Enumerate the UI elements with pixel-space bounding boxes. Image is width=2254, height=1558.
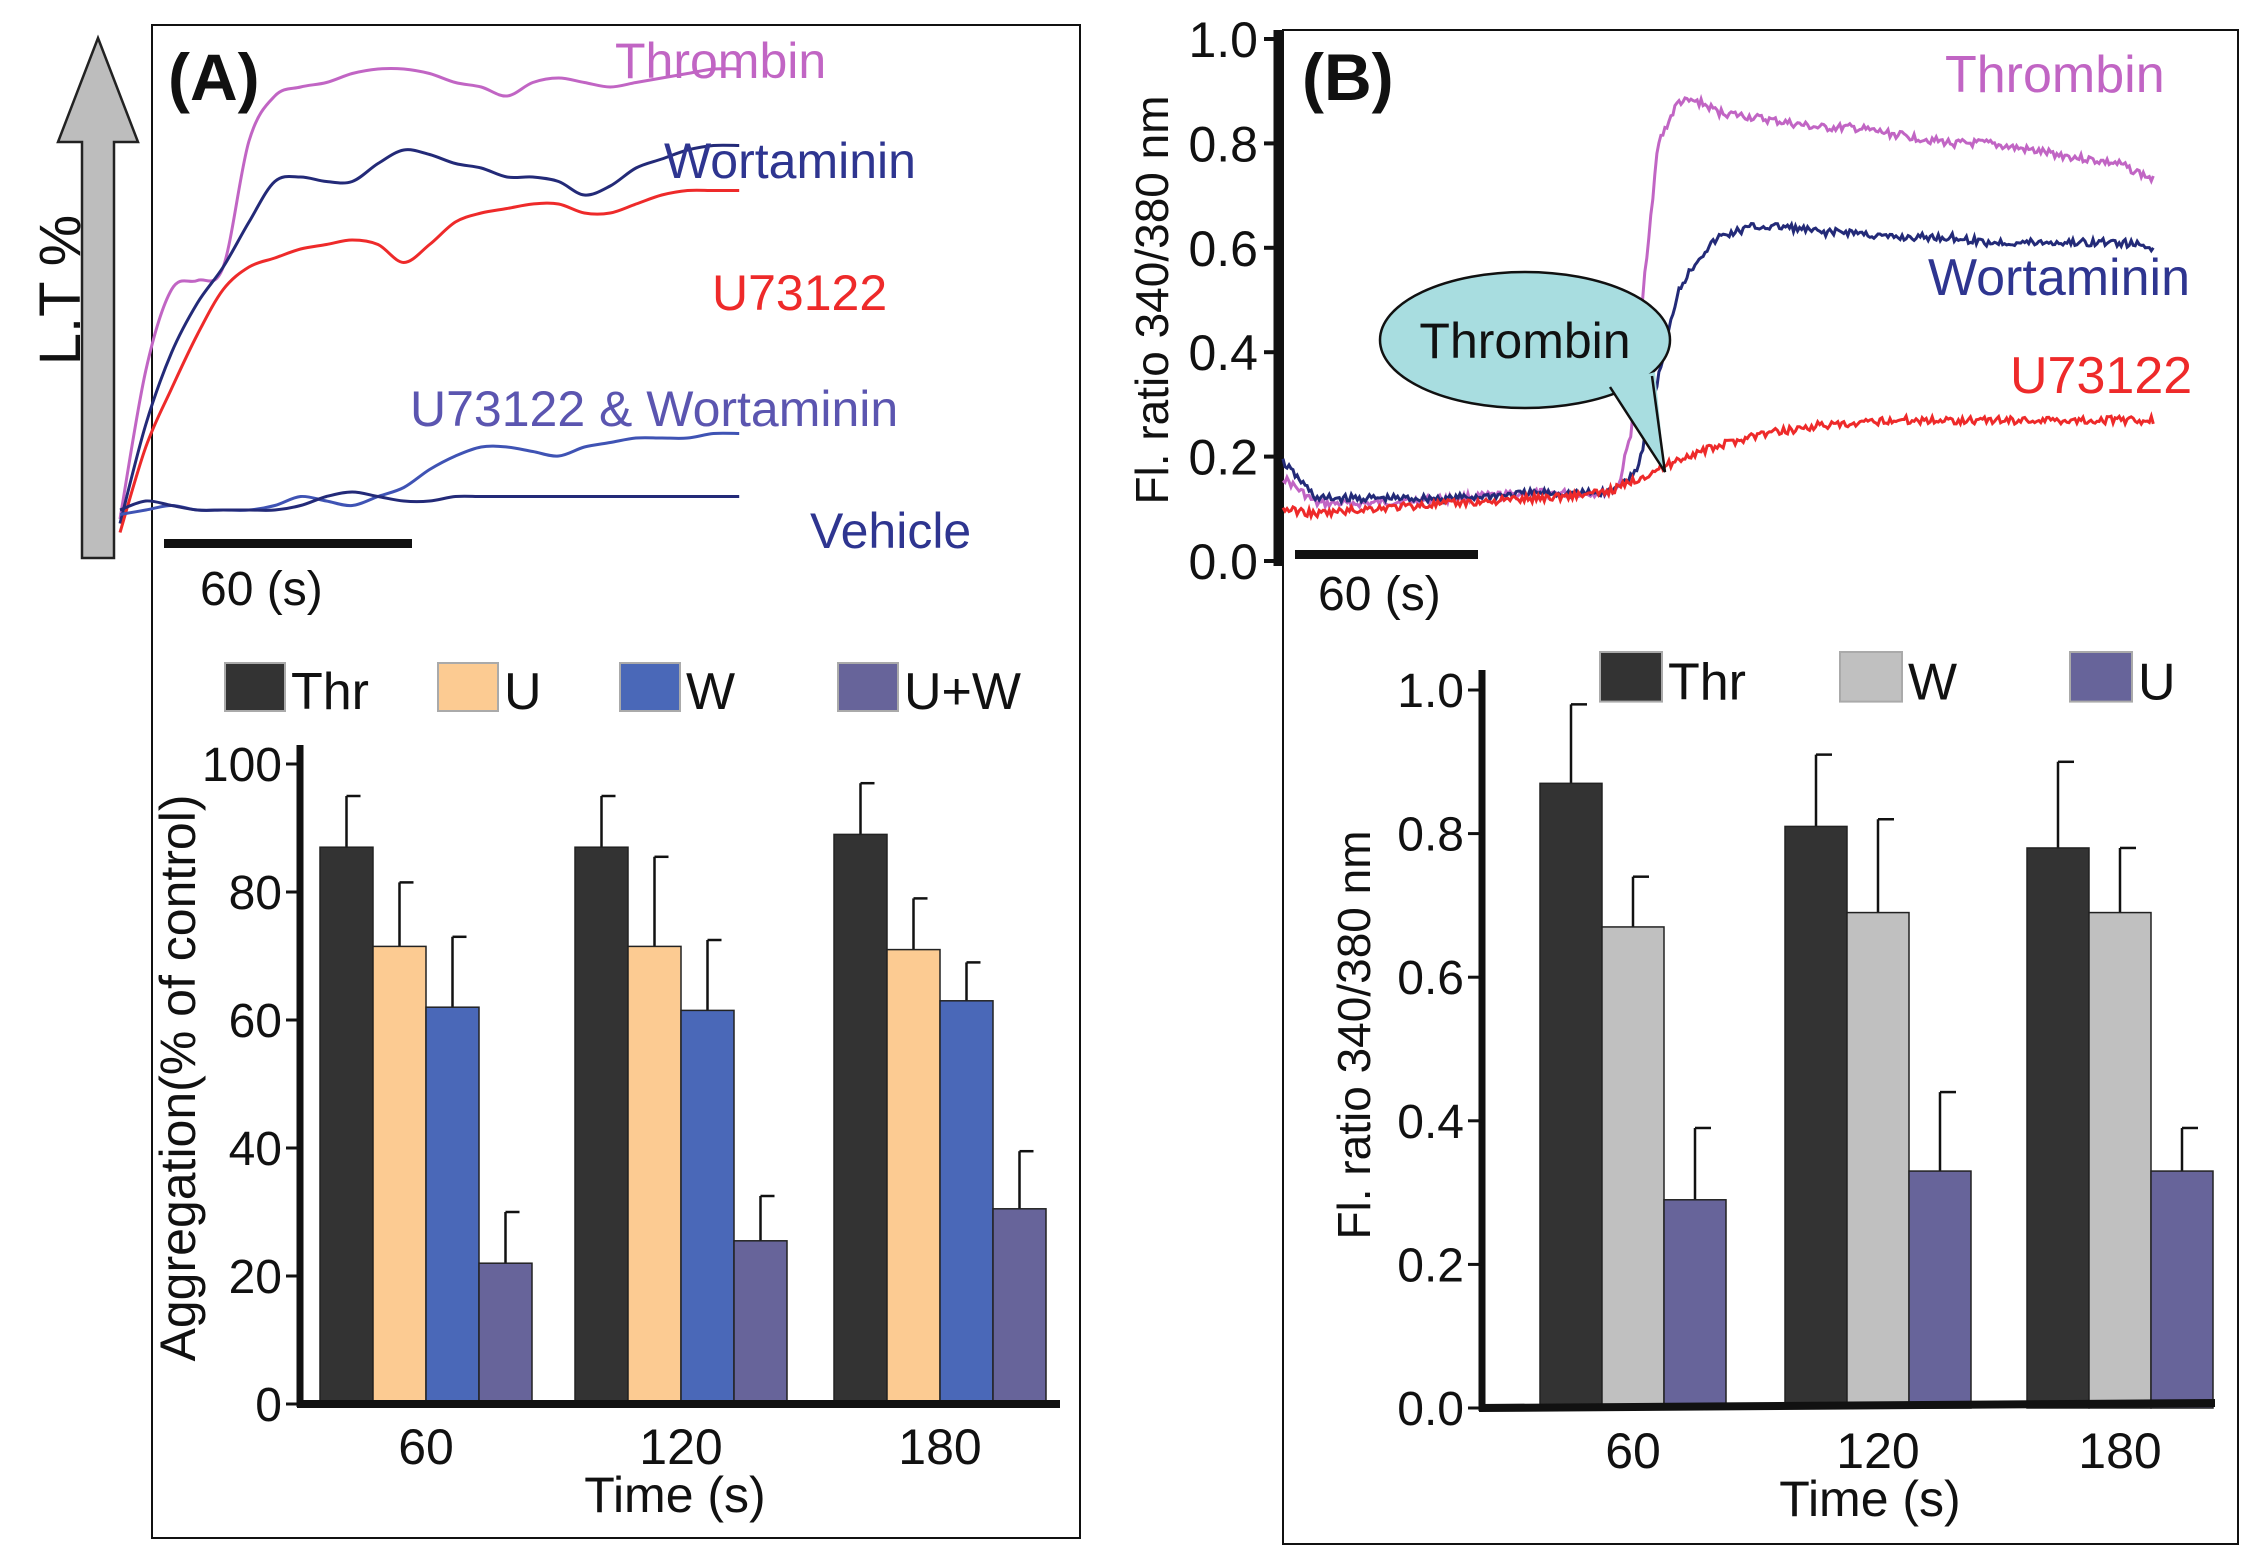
trace-label-thrombin-a: Thrombin (615, 33, 826, 89)
bar-w-60 (425, 1006, 480, 1405)
scale-bar-b (1295, 550, 1478, 559)
x-axis-title: Time (s) (1779, 1471, 1960, 1527)
y-tick-label: 0.8 (1397, 809, 1464, 862)
legend-label-u: U (2138, 654, 2176, 712)
panel-b-label: (B) (1302, 40, 1394, 114)
bar-thr-120 (574, 846, 629, 1405)
trace-line-u73122 (118, 188, 740, 533)
legend-swatch-u-w (837, 662, 899, 712)
bar-u-w-120 (733, 1240, 788, 1405)
panel-a-label: (A) (168, 40, 260, 114)
panel-a-traces (118, 66, 740, 533)
trace-line-wortaminin (118, 143, 740, 524)
panel-b-trace-chart: 0.0 0.2 0.4 0.6 0.8 1.0Fl. ratio 340/380 nm (1126, 12, 2155, 590)
bar-u-60 (1663, 1199, 1727, 1409)
y-tick-label-b-traces: 0.6 (1188, 221, 1258, 277)
y-tick-label-b-traces: 1.0 (1188, 12, 1258, 68)
y-axis-title-b-traces: Fl. ratio 340/380 nm (1126, 95, 1178, 504)
legend-swatch-u (437, 662, 499, 712)
bar-u-60 (372, 945, 427, 1405)
trace-label-wortaminin-a: Wortaminin (664, 133, 916, 189)
bar-w-120 (680, 1009, 735, 1405)
x-tick-label: 180 (2078, 1423, 2161, 1479)
callout-text: Thrombin (1419, 313, 1630, 369)
y-tick-label: 60 (229, 995, 282, 1048)
bar-thr-60 (1539, 782, 1603, 1409)
x-tick-label: 180 (898, 1419, 981, 1475)
trace-label-u73122-wortaminin-a: U73122 & Wortaminin (410, 381, 898, 437)
y-tick-label: 0.2 (1397, 1239, 1464, 1292)
y-tick-label: 100 (202, 739, 282, 792)
legend-label-u-w: U+W (904, 663, 1021, 721)
y-tick-label: 40 (229, 1123, 282, 1176)
y-tick-label: 0 (255, 1379, 282, 1432)
x-tick-label: 120 (639, 1419, 722, 1475)
trace-line-vehicle (119, 490, 740, 512)
panel-b: (B) 0.00.20.40.60.81.0Fl. ratio 340/380 … (1126, 12, 2239, 1545)
bar-u-120 (1908, 1170, 1972, 1409)
y-tick-label-b-traces: 0.2 (1188, 430, 1258, 486)
x-axis (1478, 1399, 2216, 1412)
bar-thr-60 (319, 846, 374, 1405)
lt-arrow-icon (56, 34, 140, 560)
bar-u-180 (2150, 1170, 2214, 1409)
x-axis-title: Time (s) (584, 1467, 765, 1523)
trace-label-thrombin-b: Thrombin (1945, 46, 2165, 104)
trace-label-vehicle-a: Vehicle (810, 503, 971, 559)
legend-label-w: W (1908, 654, 1957, 712)
trace-label-u73122-b: U73122 (2010, 347, 2192, 405)
y-axis-title: Aggregation(% of control) (150, 795, 206, 1362)
y-tick-label: 0.6 (1397, 952, 1464, 1005)
x-tick-label: 120 (1836, 1423, 1919, 1479)
bar-thr-180 (2026, 847, 2090, 1409)
panel-a: L.T % (A) Thrombin Wortaminin U73122 U73… (28, 24, 1081, 1539)
panel-b-bar-chart: 60 120 180 0.0 0.2 0.4 0.6 0.8 1.0 Fl. ratio 340/… (1328, 651, 2216, 1527)
bar-w-180 (939, 1000, 994, 1405)
bar-w-120 (1846, 911, 1910, 1409)
panel-a-frame (151, 24, 1081, 1539)
bar-w-180 (2088, 911, 2152, 1409)
trace-label-u73122-a: U73122 (712, 265, 887, 321)
x-tick-label: 60 (1605, 1423, 1661, 1479)
legend-label-u: U (504, 663, 542, 721)
trace-line-wortaminin-b (1281, 220, 2155, 506)
trace-line-thrombin (118, 66, 740, 520)
y-tick-label-b-traces: 0.8 (1188, 116, 1258, 172)
legend-swatch-w (619, 662, 681, 712)
lt-axis-label: L.T % (28, 215, 93, 365)
bar-u-120 (627, 945, 682, 1405)
y-tick-label: 1.0 (1397, 665, 1464, 718)
bar-w-60 (1601, 926, 1665, 1409)
scale-bar-label-b: 60 (s) (1318, 568, 1441, 621)
trace-line-u73122-b (1281, 411, 2155, 522)
scale-bar-a (164, 539, 412, 548)
bar-u-w-180 (992, 1208, 1047, 1405)
thrombin-callout: Thrombin (1378, 270, 1672, 473)
legend-swatch-thr (1599, 651, 1663, 703)
y-tick-label: 20 (229, 1251, 282, 1304)
legend-label-w: W (686, 663, 735, 721)
bar-u-w-60 (478, 1262, 533, 1405)
y-tick-label: 0.0 (1397, 1383, 1464, 1436)
scale-bar-label-a: 60 (s) (200, 563, 323, 616)
x-tick-label: 60 (398, 1419, 454, 1475)
y-axis-title: Fl. ratio 340/380 nm (1328, 830, 1380, 1239)
legend-swatch-thr (224, 662, 286, 712)
y-tick-label: 80 (229, 867, 282, 920)
legend-label-thr: Thr (291, 663, 369, 721)
legend-swatch-u (2069, 651, 2133, 703)
bar-thr-120 (1784, 825, 1848, 1409)
panel-b-frame (1282, 29, 2239, 1545)
bar-thr-180 (833, 833, 888, 1405)
legend-swatch-w (1839, 651, 1903, 703)
trace-label-wortaminin-b: Wortaminin (1928, 249, 2190, 307)
y-tick-label: 0.4 (1397, 1096, 1464, 1149)
y-tick-label-b-traces: 0.0 (1188, 534, 1258, 590)
bar-u-180 (886, 948, 941, 1405)
legend-label-thr: Thr (1668, 654, 1746, 712)
y-tick-label-b-traces: 0.4 (1188, 325, 1258, 381)
